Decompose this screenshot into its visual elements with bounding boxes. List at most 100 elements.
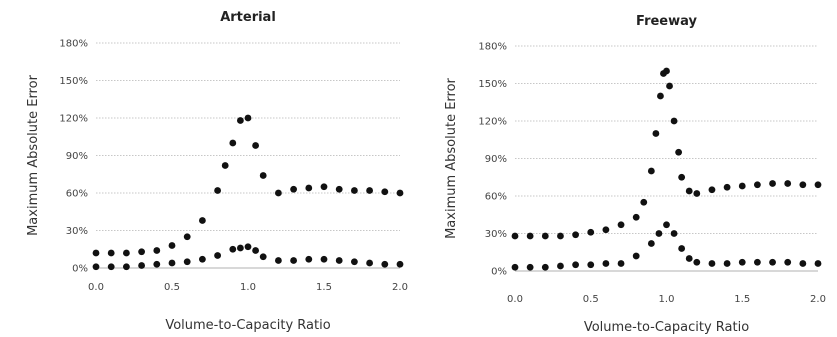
x-tick-label: 0.0: [507, 294, 523, 305]
x-tick-label: 0.0: [88, 282, 104, 293]
data-point: [183, 258, 191, 266]
data-point: [275, 257, 282, 264]
data-point: [153, 260, 161, 268]
x-tick-label: 0.5: [583, 294, 599, 305]
data-point: [602, 260, 610, 267]
x-tick-label: 1.0: [659, 294, 675, 305]
data-point: [214, 187, 222, 194]
y-tick-label: 180%: [59, 39, 88, 50]
data-point: [647, 167, 655, 175]
data-point: [320, 255, 328, 263]
data-point: [259, 253, 267, 261]
data-point: [138, 248, 146, 256]
data-point: [617, 221, 625, 229]
y-tick-label: 180%: [478, 42, 507, 53]
data-point: [557, 262, 564, 270]
data-point: [663, 221, 670, 229]
data-point: [221, 162, 229, 169]
data-point: [107, 263, 115, 271]
data-point: [92, 249, 100, 257]
x-axis-label: Volume-to-Capacity Ratio: [584, 320, 749, 335]
y-tick-label: 90%: [66, 151, 88, 162]
data-point: [199, 217, 206, 224]
data-point: [541, 263, 549, 271]
x-tick-label: 2.0: [392, 282, 408, 293]
y-tick-label: 30%: [66, 226, 88, 237]
data-point: [754, 258, 761, 266]
x-tick-label: 1.5: [734, 294, 750, 305]
chart-title: Arterial: [220, 10, 276, 25]
data-point: [168, 242, 176, 249]
data-point: [670, 230, 678, 237]
data-point: [663, 67, 670, 75]
y-tick-label: 150%: [59, 76, 88, 87]
data-point: [557, 232, 564, 240]
data-point: [381, 188, 389, 196]
data-point: [708, 260, 716, 267]
data-point: [92, 263, 100, 271]
data-point: [693, 258, 701, 266]
data-point: [123, 249, 130, 257]
data-point: [541, 232, 549, 240]
y-tick-label: 150%: [478, 79, 507, 90]
data-point: [769, 180, 776, 187]
x-tick-label: 2.0: [810, 294, 826, 305]
data-point: [335, 185, 343, 193]
data-point: [526, 263, 534, 271]
data-point: [784, 258, 792, 266]
data-point: [655, 230, 663, 237]
data-point: [366, 187, 373, 194]
data-point: [723, 183, 731, 191]
y-tick-label: 60%: [66, 189, 88, 200]
data-point: [738, 258, 746, 266]
data-point: [666, 82, 673, 90]
data-point: [617, 260, 625, 267]
data-point: [572, 261, 579, 269]
data-point: [244, 114, 252, 122]
data-point: [769, 258, 776, 266]
data-point: [199, 255, 206, 263]
data-point: [183, 233, 191, 241]
data-point: [652, 130, 660, 137]
y-tick-label: 120%: [478, 117, 507, 128]
y-tick-label: 0%: [491, 267, 507, 278]
data-point: [632, 213, 640, 221]
data-point: [685, 255, 693, 262]
x-axis-label: Volume-to-Capacity Ratio: [165, 318, 330, 333]
data-point: [640, 198, 648, 206]
data-point: [305, 255, 313, 263]
y-tick-label: 0%: [72, 264, 88, 275]
y-tick-label: 60%: [485, 192, 507, 203]
data-point: [168, 259, 176, 267]
x-tick-label: 0.5: [164, 282, 180, 293]
data-point: [685, 187, 693, 195]
y-tick-label: 120%: [59, 114, 88, 125]
data-point: [214, 252, 222, 259]
data-point: [259, 172, 267, 179]
data-point: [587, 228, 595, 236]
data-point: [708, 186, 716, 194]
data-point: [678, 173, 686, 181]
y-axis-label: Maximum Absolute Error: [444, 77, 459, 238]
data-point: [335, 257, 343, 264]
data-point: [252, 142, 259, 149]
data-point: [138, 262, 146, 269]
data-point: [814, 260, 822, 267]
data-point: [275, 189, 282, 197]
data-point: [511, 232, 519, 240]
data-point: [602, 226, 610, 234]
data-point: [229, 139, 237, 147]
data-point: [290, 185, 297, 193]
data-point: [572, 231, 579, 239]
y-tick-label: 30%: [485, 229, 507, 240]
data-point: [670, 117, 678, 125]
data-point: [799, 181, 807, 189]
x-tick-label: 1.5: [316, 282, 332, 293]
data-point: [647, 240, 655, 247]
data-point: [587, 261, 595, 269]
data-point: [784, 180, 792, 187]
data-point: [237, 244, 244, 252]
chart-title: Freeway: [636, 14, 697, 29]
data-point: [799, 260, 807, 267]
data-point: [396, 189, 404, 197]
